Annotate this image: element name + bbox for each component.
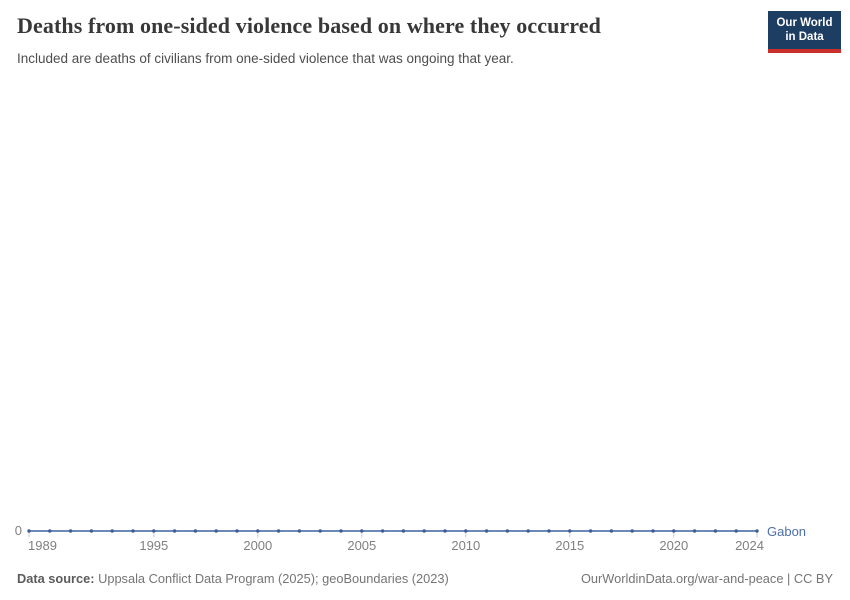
data-point[interactable] (464, 529, 468, 533)
owid-url-license-link[interactable]: OurWorldinData.org/war-and-peace | CC BY (580, 571, 833, 587)
x-tick-label: 2000 (243, 538, 273, 553)
data-point[interactable] (443, 529, 447, 533)
data-point[interactable] (68, 529, 73, 533)
data-point[interactable] (27, 529, 31, 533)
x-tick-label: 1995 (139, 538, 169, 553)
data-point[interactable] (172, 529, 177, 533)
data-source-label: Data source: (17, 571, 95, 587)
data-point[interactable] (755, 529, 759, 533)
owid-logo-line2: in Data (785, 30, 824, 43)
data-point[interactable] (713, 529, 718, 533)
chart-subtitle: Included are deaths of civilians from on… (17, 51, 514, 66)
data-point[interactable] (297, 529, 302, 533)
chart-title: Deaths from one-sided violence based on … (17, 13, 601, 38)
data-point[interactable] (339, 529, 343, 533)
data-point[interactable] (505, 529, 510, 533)
data-point[interactable] (651, 529, 655, 533)
data-point[interactable] (235, 529, 239, 533)
entity-label-gabon[interactable]: Gabon (767, 524, 807, 539)
x-tick-label: 2015 (555, 538, 585, 553)
data-point[interactable] (401, 529, 406, 533)
y-tick-label: 0 (14, 523, 22, 538)
owid-logo[interactable]: Our World in Data (768, 11, 841, 53)
data-point[interactable] (131, 529, 135, 533)
data-point[interactable] (547, 529, 551, 533)
data-point[interactable] (256, 529, 260, 533)
x-tick-label: 2010 (451, 538, 481, 553)
data-source-note: Data source: Uppsala Conflict Data Progr… (17, 571, 449, 587)
data-point[interactable] (568, 529, 572, 533)
data-point[interactable] (318, 529, 322, 533)
data-point[interactable] (734, 529, 738, 533)
data-point[interactable] (214, 529, 218, 533)
x-tick-label: 2024 (735, 538, 764, 553)
data-point[interactable] (422, 529, 426, 533)
x-tick-label: 1989 (28, 538, 57, 553)
data-point[interactable] (89, 529, 94, 533)
data-source-text: Uppsala Conflict Data Program (2025); ge… (94, 571, 449, 587)
data-point[interactable] (692, 529, 697, 533)
owid-logo-line1: Our World (776, 17, 833, 29)
data-point[interactable] (526, 529, 530, 533)
data-point[interactable] (276, 529, 281, 533)
x-tick-label: 2020 (659, 538, 689, 553)
data-point[interactable] (484, 529, 489, 533)
data-point[interactable] (193, 529, 198, 533)
footer: Data source: Uppsala Conflict Data Progr… (17, 571, 833, 587)
x-tick-label: 2005 (347, 538, 377, 553)
data-point[interactable] (588, 529, 593, 533)
data-point[interactable] (110, 529, 114, 533)
data-point[interactable] (152, 529, 156, 533)
data-point[interactable] (48, 529, 52, 533)
data-point[interactable] (380, 529, 385, 533)
data-point[interactable] (672, 529, 676, 533)
data-point[interactable] (609, 529, 614, 533)
data-point[interactable] (360, 529, 364, 533)
data-point[interactable] (630, 529, 634, 533)
